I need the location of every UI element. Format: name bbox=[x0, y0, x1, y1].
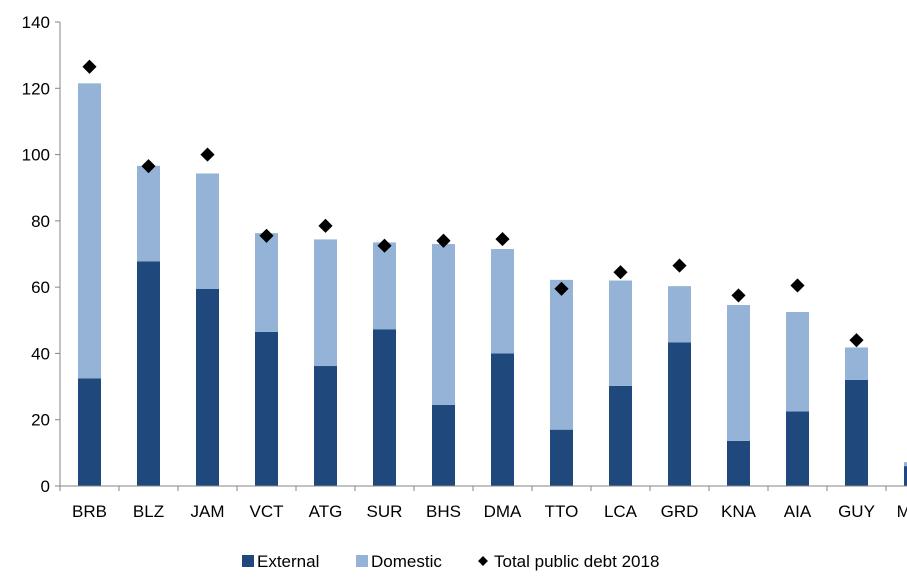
bar-domestic-sur bbox=[373, 242, 396, 330]
legend-swatch-domestic bbox=[356, 555, 368, 567]
legend-marker-total bbox=[478, 556, 488, 566]
legend: External Domestic Total public debt 2018 bbox=[242, 552, 659, 571]
marker-total-aia bbox=[790, 278, 805, 293]
y-tick-label: 20 bbox=[31, 411, 50, 430]
bar-external-atg bbox=[314, 366, 337, 486]
marker-total-grd bbox=[672, 258, 687, 273]
x-tick-label-guy: GUY bbox=[838, 502, 875, 521]
bar-domestic-jam bbox=[196, 173, 219, 289]
marker-total-tto bbox=[554, 281, 569, 296]
marker-total-bhs bbox=[436, 233, 451, 248]
bar-domestic-guy bbox=[845, 347, 868, 380]
marker-total-kna bbox=[731, 288, 746, 303]
marker-total-guy bbox=[849, 333, 864, 348]
marker-total-dma bbox=[495, 232, 510, 247]
bars bbox=[78, 83, 907, 486]
y-tick-label: 60 bbox=[31, 278, 50, 297]
bar-domestic-atg bbox=[314, 239, 337, 367]
bar-external-vct bbox=[255, 331, 278, 486]
x-tick-label-kna: KNA bbox=[721, 502, 757, 521]
legend-label-external: External bbox=[257, 552, 319, 571]
bar-domestic-dma bbox=[491, 249, 514, 354]
y-tick-label: 140 bbox=[22, 13, 50, 32]
x-tick-label-blz: BLZ bbox=[133, 502, 164, 521]
marker-total-sur bbox=[377, 238, 392, 253]
marker-total-brb bbox=[82, 59, 97, 74]
x-tick-label-lca: LCA bbox=[604, 502, 638, 521]
legend-label-domestic: Domestic bbox=[371, 552, 442, 571]
bar-domestic-grd bbox=[668, 286, 691, 343]
legend-swatch-external bbox=[242, 555, 254, 567]
bar-external-blz bbox=[137, 261, 160, 486]
marker-total-blz bbox=[141, 159, 156, 174]
bar-domestic-vct bbox=[255, 233, 278, 332]
bar-external-guy bbox=[845, 379, 868, 486]
bar-external-sur bbox=[373, 329, 396, 486]
x-tick-label-aia: AIA bbox=[784, 502, 812, 521]
x-tick-label-jam: JAM bbox=[191, 502, 225, 521]
x-tick-label-bhs: BHS bbox=[426, 502, 461, 521]
bar-external-lca bbox=[609, 385, 632, 486]
x-tick-label-vct: VCT bbox=[250, 502, 284, 521]
y-axis: 0 20 40 60 80 100 120 140 bbox=[22, 13, 61, 496]
bar-domestic-blz bbox=[137, 165, 160, 262]
bar-domestic-kna bbox=[727, 305, 750, 441]
bar-external-kna bbox=[727, 440, 750, 486]
bar-external-brb bbox=[78, 378, 101, 486]
y-tick-label: 100 bbox=[22, 146, 50, 165]
legend-label-total: Total public debt 2018 bbox=[494, 552, 659, 571]
marker-total-jam bbox=[200, 147, 215, 162]
x-tick-label-grd: GRD bbox=[661, 502, 699, 521]
x-tick-label-msr: MSR bbox=[897, 502, 907, 521]
x-tick-label-sur: SUR bbox=[367, 502, 403, 521]
bar-domestic-tto bbox=[550, 279, 573, 430]
y-tick-label: 120 bbox=[22, 79, 50, 98]
bar-external-dma bbox=[491, 353, 514, 486]
marker-total-lca bbox=[613, 265, 628, 280]
marker-total-vct bbox=[259, 228, 274, 243]
bar-domestic-brb bbox=[78, 83, 101, 379]
x-tick-label-atg: ATG bbox=[309, 502, 343, 521]
x-axis: BRB BLZ JAM VCT ATG SUR BHS DMA TTO LCA GRD KNA AIA G… bbox=[59, 485, 907, 521]
bar-domestic-msr bbox=[904, 462, 907, 467]
x-tick-label-dma: DMA bbox=[484, 502, 522, 521]
bar-external-aia bbox=[786, 411, 809, 486]
bar-external-msr bbox=[904, 466, 907, 486]
x-tick-label-tto: TTO bbox=[545, 502, 579, 521]
y-tick-label: 0 bbox=[41, 477, 50, 496]
bar-external-grd bbox=[668, 342, 691, 486]
bar-external-bhs bbox=[432, 404, 455, 486]
x-tick-label-brb: BRB bbox=[72, 502, 107, 521]
bar-domestic-lca bbox=[609, 280, 632, 386]
bar-external-jam bbox=[196, 288, 219, 486]
marker-total-atg bbox=[318, 218, 333, 233]
y-tick-label: 40 bbox=[31, 344, 50, 363]
y-tick-label: 80 bbox=[31, 212, 50, 231]
bar-domestic-aia bbox=[786, 312, 809, 412]
bar-external-tto bbox=[550, 429, 573, 486]
bar-domestic-bhs bbox=[432, 244, 455, 405]
